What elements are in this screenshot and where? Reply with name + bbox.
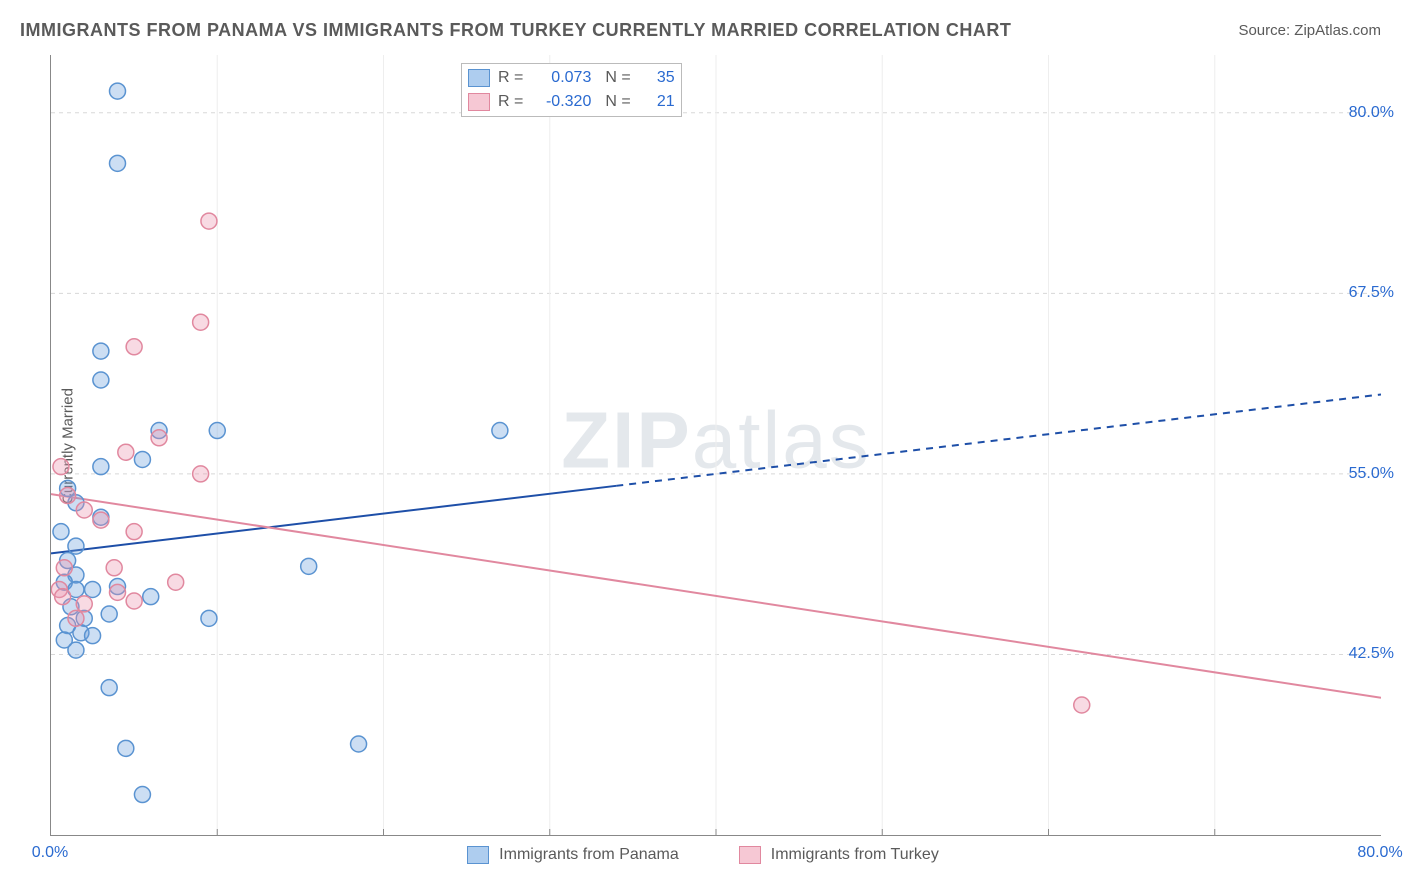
swatch-panama — [467, 846, 489, 864]
swatch-turkey — [468, 93, 490, 111]
legend-item-turkey: Immigrants from Turkey — [739, 846, 939, 864]
stat-n-value-panama: 35 — [635, 69, 675, 87]
bottom-legend: Immigrants from Panama Immigrants from T… — [0, 846, 1406, 864]
legend-item-panama: Immigrants from Panama — [467, 846, 679, 864]
chart-svg — [51, 55, 1381, 835]
y-tick-label: 67.5% — [1349, 284, 1394, 302]
y-tick-label: 55.0% — [1349, 465, 1394, 483]
chart-plot-area: ZIPatlas R = 0.073 N = 35 R = -0.320 N =… — [50, 55, 1381, 836]
stat-r-label: R = — [498, 93, 523, 111]
legend-label-turkey: Immigrants from Turkey — [771, 846, 939, 864]
stat-n-value-turkey: 21 — [635, 93, 675, 111]
stat-n-label: N = — [605, 69, 630, 87]
stat-r-label: R = — [498, 69, 523, 87]
stat-r-value-panama: 0.073 — [527, 69, 591, 87]
stat-r-value-turkey: -0.320 — [527, 93, 591, 111]
legend-label-panama: Immigrants from Panama — [499, 846, 679, 864]
page-title: IMMIGRANTS FROM PANAMA VS IMMIGRANTS FRO… — [20, 20, 1011, 41]
swatch-panama — [468, 69, 490, 87]
stats-row-turkey: R = -0.320 N = 21 — [468, 90, 675, 114]
stats-row-panama: R = 0.073 N = 35 — [468, 66, 675, 90]
stat-n-label: N = — [605, 93, 630, 111]
correlation-stats-box: R = 0.073 N = 35 R = -0.320 N = 21 — [461, 63, 682, 117]
y-tick-label: 80.0% — [1349, 104, 1394, 122]
swatch-turkey — [739, 846, 761, 864]
y-tick-label: 42.5% — [1349, 645, 1394, 663]
source-attribution: Source: ZipAtlas.com — [1238, 22, 1381, 39]
